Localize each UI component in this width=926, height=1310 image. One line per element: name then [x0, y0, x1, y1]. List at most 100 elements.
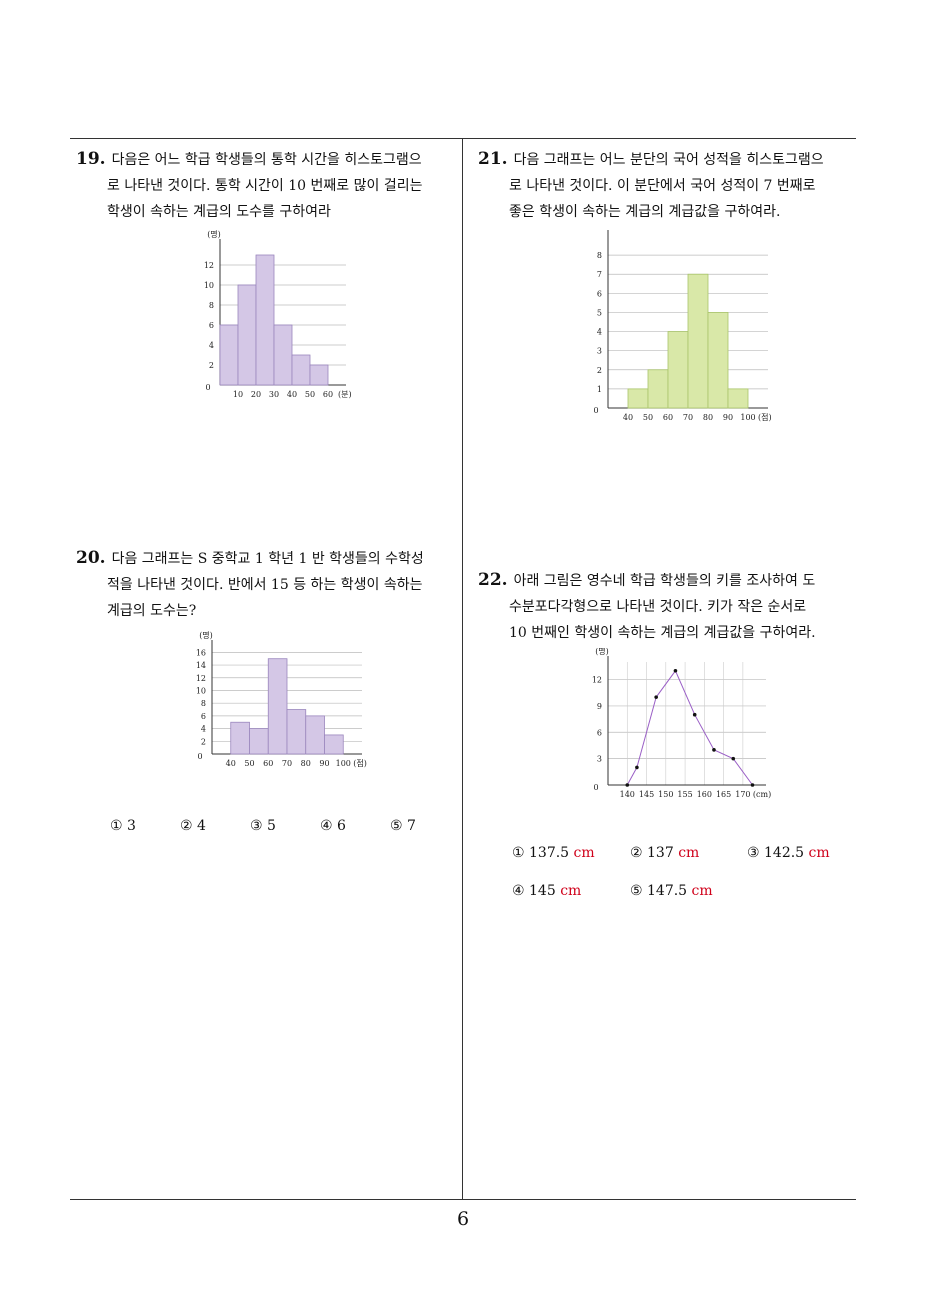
- x-tick-label-80: 80: [301, 759, 311, 768]
- y-tick-label-6: 6: [201, 712, 206, 721]
- x-tick-label-90: 90: [723, 413, 733, 422]
- bar-90-100: [324, 734, 344, 755]
- problem-20-line-1: 20. 다음 그래프는 S 중학교 1 학년 1 반 학생들의 수학성: [76, 548, 424, 568]
- x-tick-label-50: 50: [643, 413, 653, 422]
- x-axis-unit: (점): [758, 412, 772, 422]
- bar-50-60: [647, 369, 669, 409]
- x-tick-label-60: 60: [663, 413, 673, 422]
- data-point-167.5: [731, 756, 736, 761]
- y-tick-label-12: 12: [196, 674, 206, 683]
- q20-choice-5[interactable]: ⑤ 7: [390, 818, 416, 834]
- y-tick-label-14: 14: [196, 661, 206, 670]
- q20-choice-1[interactable]: ① 3: [110, 818, 136, 834]
- bar-20-30: [255, 254, 275, 386]
- problem-20: 20. 다음 그래프는 S 중학교 1 학년 1 반 학생들의 수학성 적을 나타…: [76, 545, 424, 624]
- data-point-147.5: [654, 695, 658, 699]
- q20-choice-2[interactable]: ② 4: [180, 818, 206, 834]
- y-tick-label-5: 5: [597, 308, 602, 317]
- x-tick-label-40: 40: [623, 413, 633, 422]
- problem-19-line-1: 19. 다음은 어느 학급 학생들의 통학 시간을 히스토그램으: [76, 149, 422, 169]
- y-tick-label-4: 4: [597, 328, 602, 337]
- q22-choice-4[interactable]: ④ 145 cm: [512, 883, 582, 899]
- x-tick-label-50: 50: [305, 390, 315, 399]
- bar-50-60: [249, 728, 269, 755]
- bar-90-100: [727, 388, 749, 409]
- q22-choice-1[interactable]: ① 137.5 cm: [512, 845, 595, 861]
- data-point-172.5: [750, 783, 755, 787]
- origin-label: 0: [197, 752, 202, 761]
- problem-19-line-3: 학생이 속하는 계급의 도수를 구하여라: [107, 204, 331, 220]
- x-tick-label-40: 40: [226, 759, 236, 768]
- y-axis-unit: (명): [207, 230, 221, 239]
- q20-choice-3[interactable]: ③ 5: [250, 818, 276, 834]
- x-tick-label-145: 145: [639, 790, 654, 799]
- x-axis-unit: (점): [353, 758, 367, 768]
- y-tick-label-10: 10: [196, 686, 206, 695]
- x-axis-unit: (분): [338, 390, 352, 399]
- page-number: 6: [456, 1208, 470, 1230]
- y-tick-label-16: 16: [196, 648, 206, 657]
- y-tick-label-2: 2: [209, 361, 214, 370]
- x-tick-label-60: 60: [263, 759, 273, 768]
- origin-label: 0: [205, 383, 210, 392]
- problem-21-line-3: 좋은 학생이 속하는 계급의 계급값을 구하여라.: [509, 204, 781, 220]
- x-tick-label-100: 100: [740, 413, 755, 422]
- y-tick-label-3: 3: [597, 755, 602, 764]
- bar-50-60: [309, 364, 329, 386]
- y-tick-label-6: 6: [209, 321, 214, 330]
- x-tick-label-150: 150: [658, 790, 673, 799]
- q22-chart: 3 6 9 12 (명) 0 140 145 150 155 160 165 170 (cm): [586, 646, 786, 804]
- q22-choice-5[interactable]: ⑤ 147.5 cm: [630, 883, 713, 899]
- problem-19-line-2: 로 나타낸 것이다. 통학 시간이 10 번째로 많이 걸리는: [107, 178, 423, 194]
- x-tick-label-80: 80: [703, 413, 713, 422]
- y-axis-unit: (명): [199, 630, 213, 640]
- x-tick-label-100: 100: [336, 759, 351, 768]
- x-tick-label-20: 20: [251, 390, 261, 399]
- x-tick-label-40: 40: [287, 390, 297, 399]
- q22-choice-3[interactable]: ③ 142.5 cm: [747, 845, 830, 861]
- x-tick-label-90: 90: [319, 759, 329, 768]
- problem-20-line-2: 적을 나타낸 것이다. 반에서 15 등 하는 학생이 속하는: [107, 577, 423, 593]
- frequency-polygon-line: [626, 669, 753, 786]
- data-point-140: [625, 783, 630, 787]
- x-tick-label-155: 155: [677, 790, 692, 799]
- problem-20-number: 20.: [76, 548, 106, 568]
- problem-19-number: 19.: [76, 149, 106, 169]
- bar-10-20: [237, 284, 257, 386]
- y-tick-label-2: 2: [597, 366, 602, 375]
- bar-0-10: [219, 324, 239, 386]
- problem-21-number: 21.: [478, 149, 508, 169]
- y-tick-label-12: 12: [204, 261, 214, 270]
- problem-22-line-3: 10 번째인 학생이 속하는 계급의 계급값을 구하여라.: [509, 625, 816, 641]
- bottom-rule: [70, 1199, 856, 1200]
- data-point-157.5: [692, 712, 697, 717]
- x-tick-label-140: 140: [620, 790, 635, 799]
- x-tick-label-160: 160: [697, 790, 712, 799]
- problem-21-line-1: 21. 다음 그래프는 어느 분단의 국어 성적을 히스토그램으: [478, 149, 824, 169]
- x-tick-label-10: 10: [233, 390, 243, 399]
- q22-choice-2[interactable]: ② 137 cm: [630, 845, 700, 861]
- x-tick-label-165: 165: [716, 790, 731, 799]
- y-tick-label-6: 6: [597, 728, 602, 737]
- bar-40-50: [291, 354, 311, 386]
- y-tick-label-10: 10: [204, 281, 214, 290]
- bar-30-40: [273, 324, 293, 386]
- origin-label: 0: [593, 406, 598, 415]
- x-tick-label-30: 30: [269, 390, 279, 399]
- y-axis-unit: (명): [595, 648, 609, 656]
- x-tick-label-60: 60: [323, 390, 333, 399]
- bar-60-70: [267, 658, 288, 755]
- origin-label: 0: [593, 783, 598, 792]
- column-divider: [462, 138, 463, 1200]
- problem-19: 19. 다음은 어느 학급 학생들의 통학 시간을 히스토그램으 로 나타낸 것이…: [76, 146, 422, 225]
- bar-80-90: [305, 715, 325, 755]
- x-tick-label-70: 70: [282, 759, 292, 768]
- problem-22: 22. 아래 그림은 영수네 학급 학생들의 키를 조사하여 도 수분포다각형으로…: [478, 567, 816, 646]
- problem-20-line-3: 계급의 도수는?: [107, 603, 197, 619]
- top-rule: [70, 138, 856, 139]
- problem-22-line-2: 수분포다각형으로 나타낸 것이다. 키가 작은 순서로: [509, 599, 807, 615]
- x-tick-label-50: 50: [244, 759, 254, 768]
- q20-choice-4[interactable]: ④ 6: [320, 818, 346, 834]
- y-tick-label-12: 12: [592, 676, 602, 685]
